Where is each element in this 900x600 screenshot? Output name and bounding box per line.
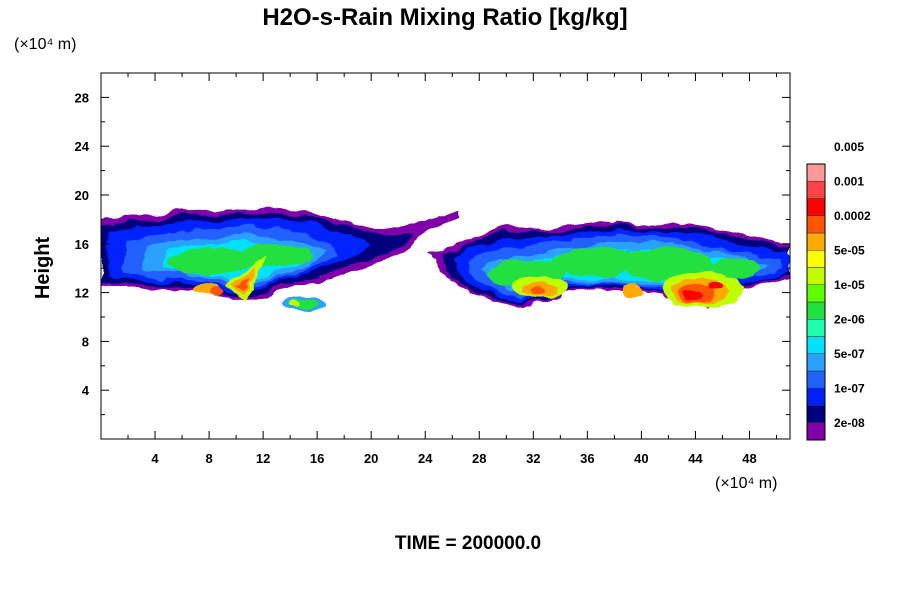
contour-band xyxy=(241,243,312,269)
x-tick-label: 24 xyxy=(418,451,433,466)
y-tick-label: 28 xyxy=(75,90,89,105)
colorbar-swatch xyxy=(806,267,826,285)
contour-band xyxy=(168,247,250,275)
y-tick-label: 24 xyxy=(75,139,90,154)
y-axis-unit: (×10⁴ m) xyxy=(14,36,76,53)
colorbar-label: 0.005 xyxy=(834,140,864,154)
colorbar-label: 1e-05 xyxy=(834,278,865,292)
colorbar-swatch xyxy=(806,181,826,199)
time-label: TIME = 200000.0 xyxy=(395,533,541,554)
plot-area xyxy=(101,208,790,311)
chart-title: H2O-s-Rain Mixing Ratio [kg/kg] xyxy=(262,4,627,31)
contour-band xyxy=(711,257,761,280)
colorbar-swatch xyxy=(806,250,826,268)
y-tick-label: 20 xyxy=(75,188,89,203)
plot-frame xyxy=(100,72,791,440)
contour-band xyxy=(622,284,642,297)
colorbar-label: 5e-07 xyxy=(834,347,865,361)
x-tick-label: 44 xyxy=(688,451,703,466)
contour-band xyxy=(289,300,299,307)
x-tick-label: 12 xyxy=(256,451,270,466)
colorbar-swatch xyxy=(806,198,826,216)
colorbar-swatch xyxy=(806,215,826,234)
y-axis-label: Height xyxy=(32,237,54,300)
colorbar-swatch xyxy=(806,336,826,354)
contour-band xyxy=(236,275,250,293)
x-tick-label: 8 xyxy=(205,451,212,466)
rain-field-core xyxy=(168,243,761,311)
colorbar-swatch xyxy=(806,370,826,389)
colorbar-swatch xyxy=(806,284,826,303)
x-tick-label: 40 xyxy=(634,451,648,466)
colorbar-label: 2e-08 xyxy=(834,416,865,430)
colorbar-swatch xyxy=(806,422,826,441)
y-tick-label: 16 xyxy=(75,237,89,252)
colorbar-label: 0.001 xyxy=(834,174,864,188)
colorbar-swatch xyxy=(806,301,826,320)
contour-band xyxy=(530,285,545,295)
contour-band xyxy=(550,247,638,277)
colorbar-label: 0.0002 xyxy=(834,209,871,223)
colorbar-swatch xyxy=(806,232,826,251)
y-tick-label: 8 xyxy=(82,334,89,349)
y-tick-label: 12 xyxy=(75,286,89,301)
colorbar-frame xyxy=(806,163,826,441)
contour-band xyxy=(209,286,223,294)
colorbar-swatch xyxy=(806,319,826,337)
colorbar-swatch xyxy=(806,405,826,423)
x-tick-label: 36 xyxy=(580,451,594,466)
colorbar-swatch xyxy=(806,163,826,182)
colorbar-label: 5e-05 xyxy=(834,243,865,257)
colorbar-swatch xyxy=(806,353,826,372)
contour-band xyxy=(683,289,703,301)
x-tick-label: 20 xyxy=(364,451,378,466)
contour-band xyxy=(708,281,723,290)
x-tick-label: 48 xyxy=(742,451,756,466)
x-tick-label: 32 xyxy=(526,451,540,466)
x-tick-label: 28 xyxy=(472,451,486,466)
colorbar-label: 1e-07 xyxy=(834,381,865,395)
colorbar: 2e-08 1e-07 5e-07 2e-06 1e-05 5e-05 0.0002 0.00… xyxy=(806,140,871,441)
colorbar-swatch xyxy=(806,388,826,406)
x-tick-label: 16 xyxy=(310,451,324,466)
y-tick-label: 4 xyxy=(82,383,90,398)
x-axis-unit: (×10⁴ m) xyxy=(715,475,777,492)
x-tick-label: 4 xyxy=(151,451,159,466)
colorbar-label: 2e-06 xyxy=(834,312,865,326)
